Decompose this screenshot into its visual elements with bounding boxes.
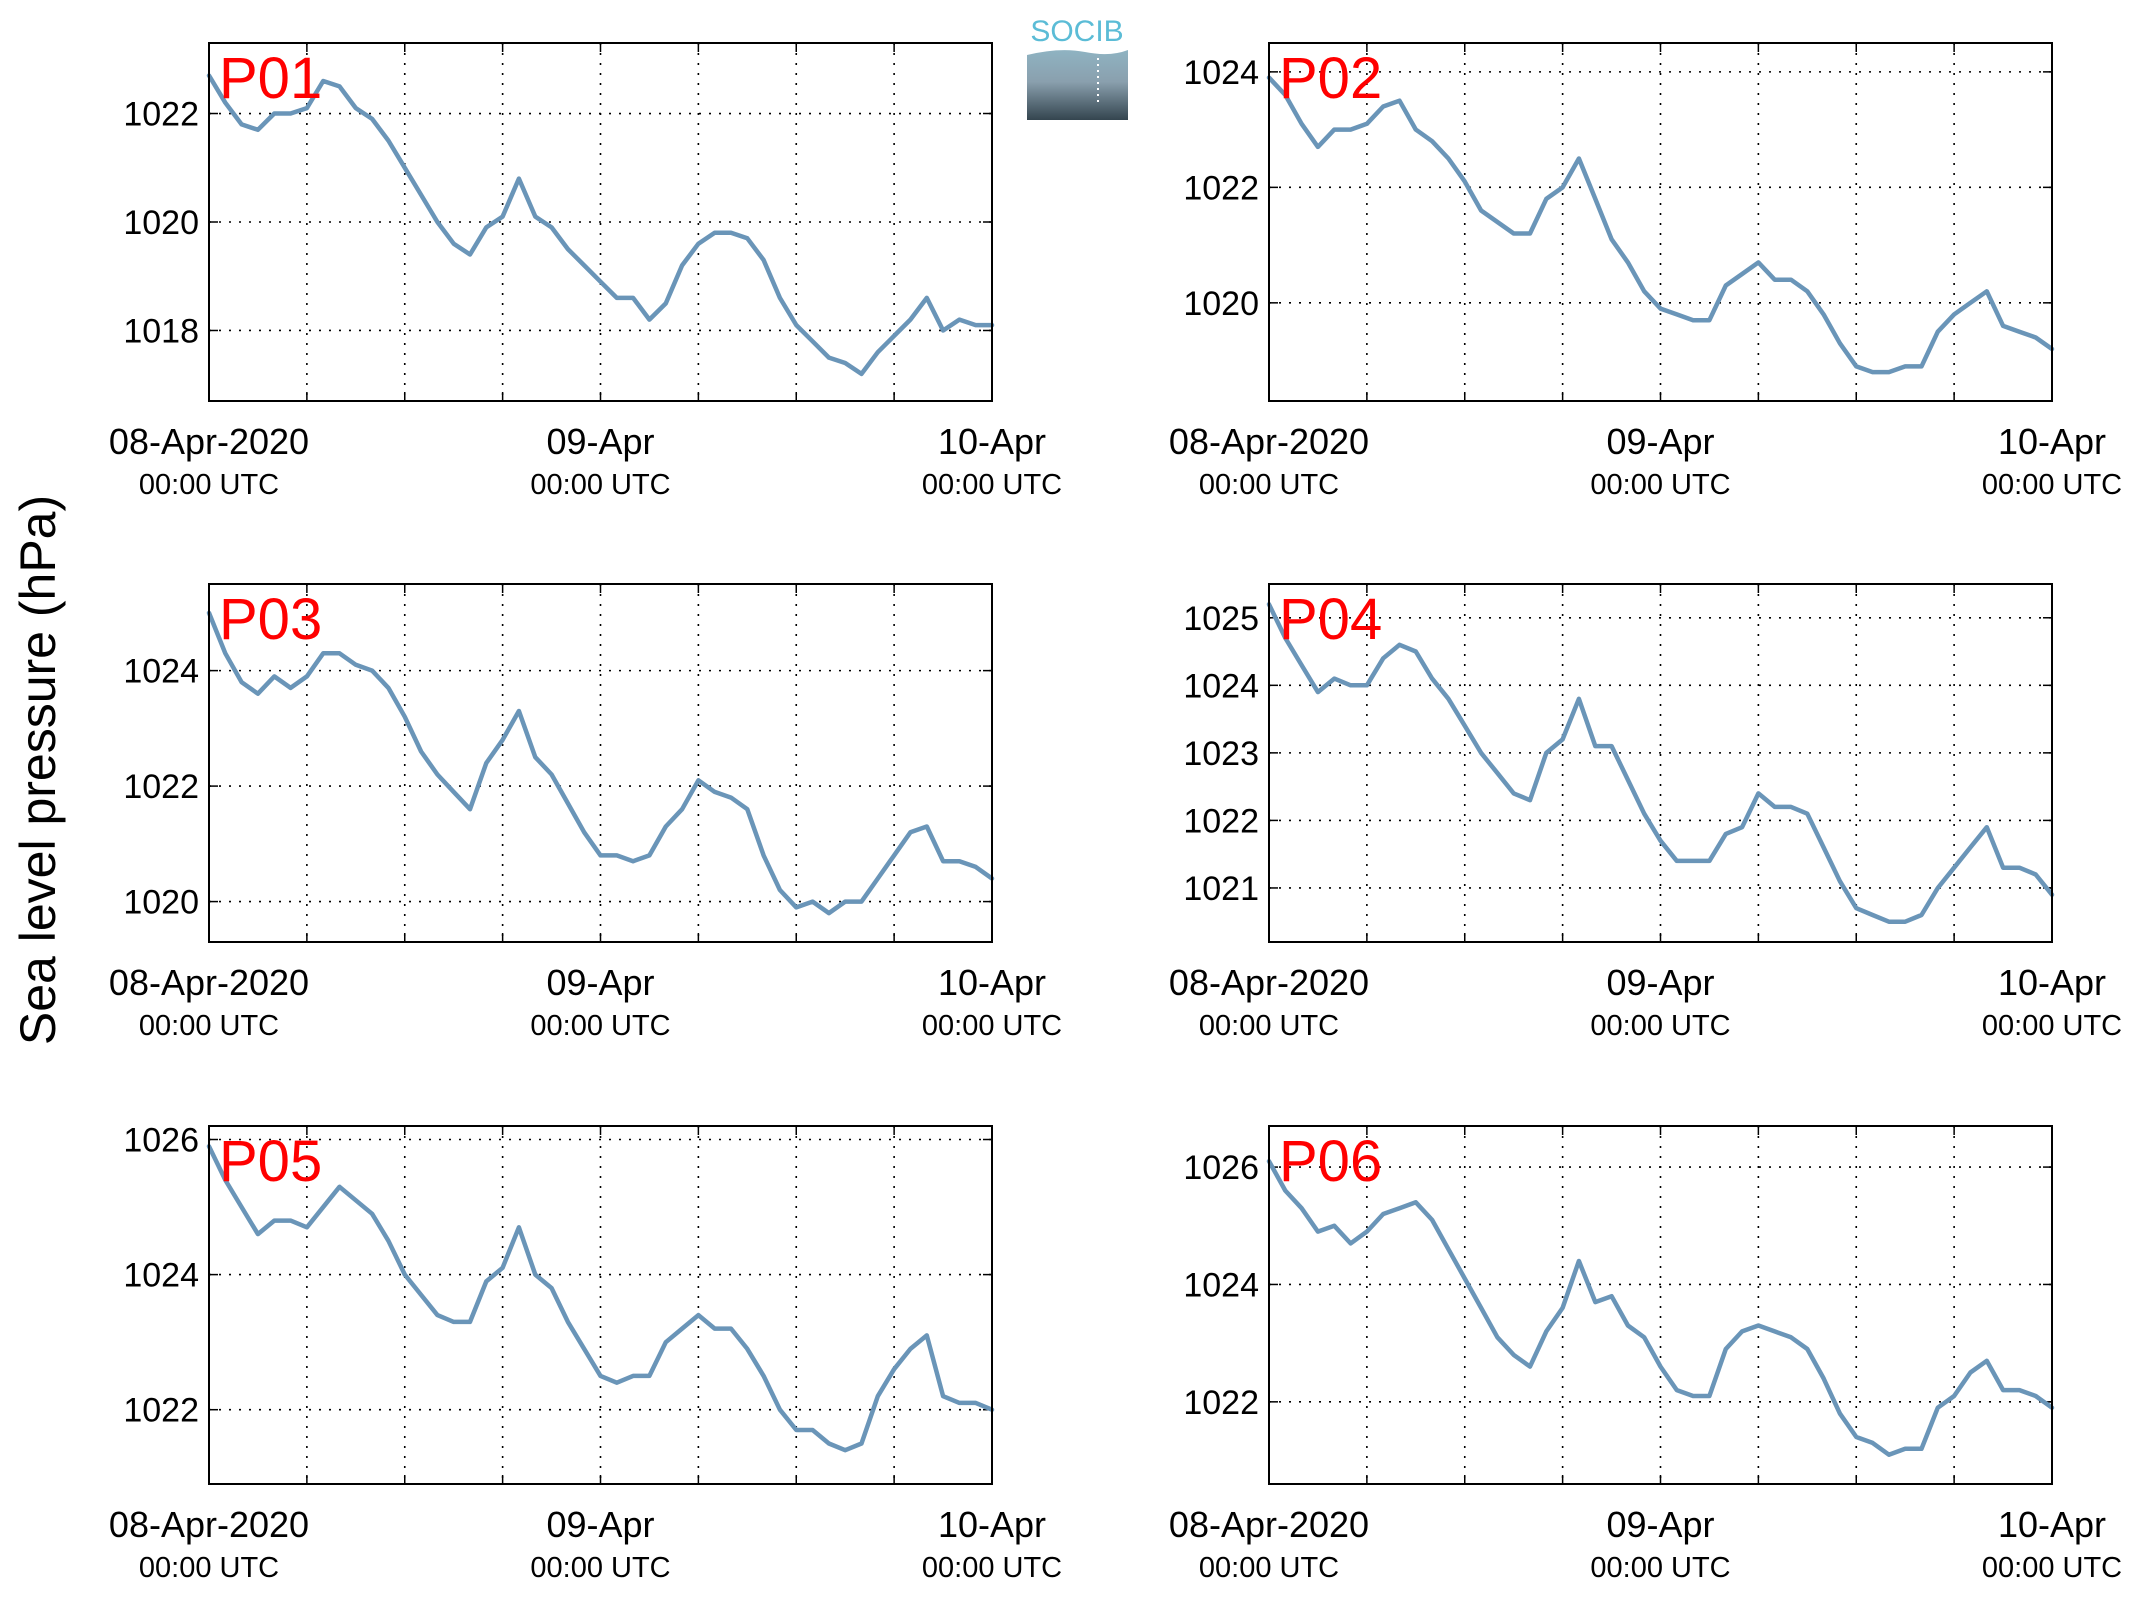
y-tick-label: 1022 [1183,802,1259,840]
y-tick-label: 1024 [1183,667,1259,705]
x-tick-label: 09-Apr [1606,1504,1714,1545]
x-tick-sublabel: 00:00 UTC [1982,1552,2122,1584]
x-tick-label: 10-Apr [1998,962,2106,1003]
x-tick-label: 09-Apr [546,1504,654,1545]
y-tick-label: 1024 [123,1257,199,1295]
y-tick-label: 1022 [123,1392,199,1430]
x-tick-sublabel: 00:00 UTC [1199,1552,1339,1584]
x-tick-label: 09-Apr [1606,421,1714,462]
x-tick-sublabel: 00:00 UTC [922,1010,1062,1042]
x-tick-sublabel: 00:00 UTC [530,1010,670,1042]
x-tick-label: 09-Apr [546,421,654,462]
x-tick-label: 09-Apr [1606,962,1714,1003]
x-tick-label: 10-Apr [938,962,1046,1003]
series-line [206,610,995,916]
y-tick-label: 1022 [123,768,199,806]
panel-label: P04 [1279,587,1382,652]
x-tick-label: 08-Apr-2020 [1169,1504,1369,1545]
axes-frame [1268,1125,2053,1485]
axes-frame [1268,42,2053,402]
y-axis-label: Sea level pressure (hPa) [10,495,66,1045]
panel-p04: 1021 1022 1023 1024 1025 08-Apr-2020 00:00 UTC… [1169,583,2122,1042]
x-tick-label: 10-Apr [1998,421,2106,462]
x-tick-sublabel: 00:00 UTC [139,469,279,501]
y-tick-label: 1024 [1183,1266,1259,1304]
x-tick-sublabel: 00:00 UTC [1199,469,1339,501]
y-tick-label: 1024 [1183,54,1259,92]
x-tick-sublabel: 00:00 UTC [1590,469,1730,501]
x-tick-label: 08-Apr-2020 [109,421,309,462]
panel-label: P06 [1279,1129,1382,1194]
x-tick-sublabel: 00:00 UTC [1982,1010,2122,1042]
panel-p06: 1022 1024 1026 08-Apr-2020 00:00 UTC 09-Apr 00… [1169,1125,2122,1584]
series-line [206,1144,995,1453]
panel-label: P01 [219,46,322,111]
series-line [206,73,995,377]
x-tick-sublabel: 00:00 UTC [1982,469,2122,501]
x-tick-sublabel: 00:00 UTC [1590,1552,1730,1584]
x-tick-sublabel: 00:00 UTC [530,469,670,501]
x-tick-label: 10-Apr [1998,1504,2106,1545]
y-tick-label: 1022 [1183,1384,1259,1422]
x-tick-sublabel: 00:00 UTC [1199,1010,1339,1042]
y-tick-label: 1023 [1183,735,1259,773]
x-tick-label: 10-Apr [938,1504,1046,1545]
y-tick-label: 1020 [123,884,199,922]
panel-p01: 1018 1020 1022 08-Apr-2020 00:00 UTC 09-Apr 00… [109,42,1062,501]
x-tick-label: 09-Apr [546,962,654,1003]
y-tick-label: 1026 [123,1122,199,1160]
panel-p05: 1022 1024 1026 08-Apr-2020 00:00 UTC 09-Apr 00… [109,1122,1062,1584]
x-tick-label: 10-Apr [938,421,1046,462]
panel-label: P02 [1279,46,1382,111]
x-tick-sublabel: 00:00 UTC [139,1552,279,1584]
axes-frame [208,583,993,943]
y-tick-label: 1024 [123,653,199,691]
panel-p03: 1020 1022 1024 08-Apr-2020 00:00 UTC 09-Apr 00… [109,583,1062,1042]
y-tick-label: 1020 [1183,285,1259,323]
logo-water-shape [1027,50,1128,120]
x-tick-sublabel: 00:00 UTC [922,469,1062,501]
axes-frame [1268,583,2053,943]
y-tick-label: 1018 [123,312,199,350]
x-tick-label: 08-Apr-2020 [109,962,309,1003]
y-tick-label: 1022 [1183,169,1259,207]
logo-text: SOCIB [1030,15,1123,48]
socib-logo: SOCIB [1027,15,1128,120]
series-line [1266,75,2055,375]
x-tick-sublabel: 00:00 UTC [922,1552,1062,1584]
panels: 1018 1020 1022 08-Apr-2020 00:00 UTC 09-Apr 00… [109,42,2122,1584]
x-tick-sublabel: 00:00 UTC [139,1010,279,1042]
series-line [1266,1158,2055,1457]
x-tick-sublabel: 00:00 UTC [1590,1010,1730,1042]
axes-frame [208,1125,993,1485]
y-tick-label: 1026 [1183,1149,1259,1187]
x-tick-sublabel: 00:00 UTC [530,1552,670,1584]
panel-label: P05 [219,1129,322,1194]
x-tick-label: 08-Apr-2020 [109,1504,309,1545]
y-tick-label: 1022 [123,96,199,134]
y-tick-label: 1025 [1183,600,1259,638]
x-tick-label: 08-Apr-2020 [1169,962,1369,1003]
series-line [1266,602,2055,924]
y-tick-label: 1021 [1183,870,1259,908]
axes-frame [208,42,993,402]
x-tick-label: 08-Apr-2020 [1169,421,1369,462]
y-tick-label: 1020 [123,204,199,242]
panel-p02: 1020 1022 1024 08-Apr-2020 00:00 UTC 09-Apr 00… [1169,42,2122,501]
panel-label: P03 [219,587,322,652]
